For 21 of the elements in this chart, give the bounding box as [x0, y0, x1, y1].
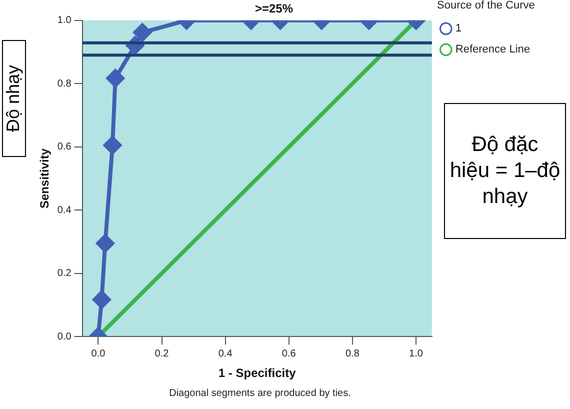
- x-tick-label: 1.0: [409, 348, 424, 360]
- chart-title: >=25%: [254, 2, 294, 16]
- x-tick-label: 0.2: [154, 348, 170, 360]
- x-tick-label: 0.0: [91, 348, 106, 360]
- y-tick-label: 0.0: [57, 331, 72, 342]
- y-tick-label: 0.6: [57, 142, 72, 153]
- legend-title: Source of the Curve: [437, 0, 535, 12]
- y-tick-label: 0.8: [57, 78, 72, 90]
- text-box: Độ đặc hiệu = 1–độ nhạy: [444, 103, 566, 239]
- legend-label: 1: [455, 22, 462, 35]
- x-axis-title: 1 - Specificity: [218, 366, 296, 380]
- text-box: Độ nhạy: [2, 40, 26, 157]
- x-tick-label: 0.6: [282, 348, 296, 360]
- x-tick-label: 0.4: [218, 348, 233, 360]
- legend-label: Reference Line: [455, 44, 530, 56]
- y-tick-label: 0.4: [57, 204, 72, 216]
- text: Diagonal segments are produced by ties.: [168, 388, 352, 399]
- y-tick-label: 1.0: [57, 15, 72, 26]
- y-tick-label: 0.2: [57, 268, 72, 280]
- y-axis-title: Sensitivity: [38, 148, 52, 209]
- x-tick-label: 0.8: [345, 348, 360, 360]
